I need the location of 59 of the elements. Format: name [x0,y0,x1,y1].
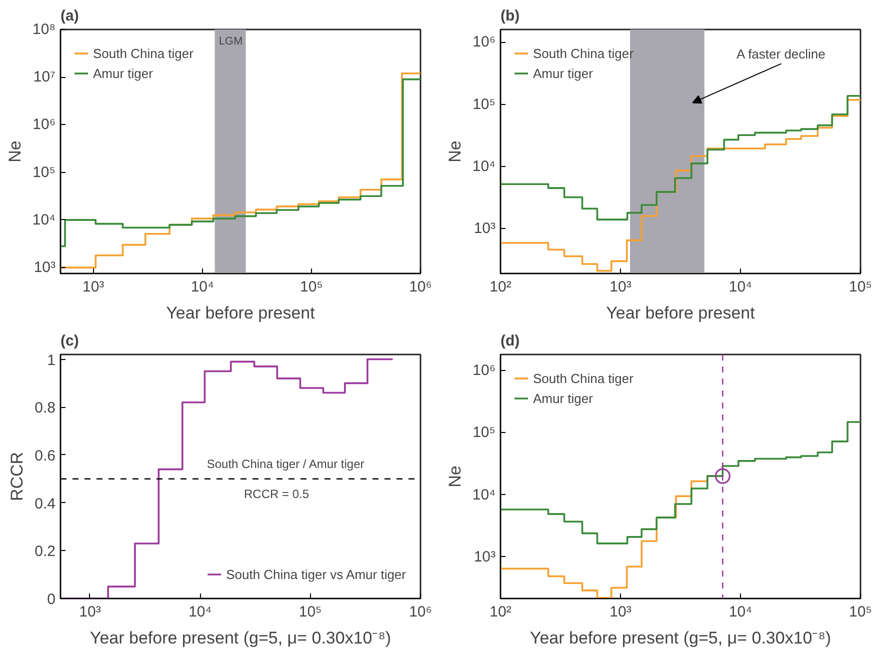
x-tick-label: 10⁴ [188,604,212,620]
y-tick-label: 10³ [474,220,496,238]
y-tick-label: 1 [47,352,56,369]
x-tick-label: 10⁵ [849,604,872,620]
y-tick-label: 10⁴ [32,211,56,228]
legend-label: South China tiger [533,370,634,386]
y-tick-label: 10³ [474,548,496,566]
y-tick-label: 10⁵ [472,96,496,113]
x-tick-label: 10³ [79,604,101,620]
y-axis-title: Ne [445,466,464,488]
x-tick-label: 10² [490,278,512,296]
x-axis-title: Year before present (g=5, μ= 0.30x10⁻⁸) [530,628,832,648]
legend-label: Amur tiger [93,66,153,80]
y-tick-label: 10⁴ [472,486,496,504]
y-tick-label: 10⁵ [472,424,496,442]
y-tick-label: 0.8 [34,400,56,417]
chart-title: (a) [60,8,79,24]
legend-label: South China tiger [93,46,194,60]
x-tick-label: 10⁴ [190,278,214,296]
band-label: LGM [218,36,243,48]
x-tick-label: 10⁵ [849,278,872,296]
x-tick-label: 10⁴ [728,604,752,620]
y-tick-label: 0.6 [34,447,56,464]
y-axis-title: Ne [445,140,464,162]
x-tick-label: 10⁴ [728,278,752,296]
y-tick-label: 0.2 [34,543,56,560]
x-axis-title: Year before present [606,304,756,322]
x-tick-label: 10³ [610,278,632,296]
x-tick-label: 10⁶ [409,604,432,620]
y-tick-label: 10³ [34,259,56,276]
y-tick-label: 10⁷ [33,68,56,86]
y-tick-label: 10⁵ [32,164,56,181]
y-tick-label: 10⁶ [472,34,496,51]
y-tick-label: 10⁸ [32,21,56,38]
annotation: A faster decline [736,46,826,62]
x-tick-label: 10² [490,604,512,620]
y-axis-title: Ne [5,140,24,162]
x-tick-label: 10⁵ [298,604,322,620]
x-axis-title: Year before present (g=5, μ= 0.30x10⁻⁸) [90,628,392,648]
y-axis-title: RCCR [8,452,27,502]
x-tick-label: 10³ [82,278,104,296]
chart-title: (c) [60,332,79,350]
y-tick-label: 10⁶ [32,116,56,134]
x-tick-label: 10³ [610,604,632,620]
legend-label: South China tiger vs Amur tiger [226,566,406,582]
x-tick-label: 10⁶ [409,278,432,296]
x-tick-label: 10⁵ [300,278,323,296]
legend-label: South China tiger [533,46,634,60]
chart-title: (d) [500,332,520,350]
y-tick-label: 0 [47,591,56,608]
legend-label: Amur tiger [533,390,593,406]
legend-label: Amur tiger [533,66,593,80]
y-tick-label: 10⁴ [472,158,496,176]
x-axis-title: Year before present [166,304,316,322]
annotation: South China tiger / Amur tiger [206,456,364,471]
y-tick-label: 0.4 [34,495,56,512]
y-tick-label: 10⁶ [472,362,496,379]
chart-title: (b) [500,8,520,24]
ref-line-label: RCCR = 0.5 [244,486,310,501]
